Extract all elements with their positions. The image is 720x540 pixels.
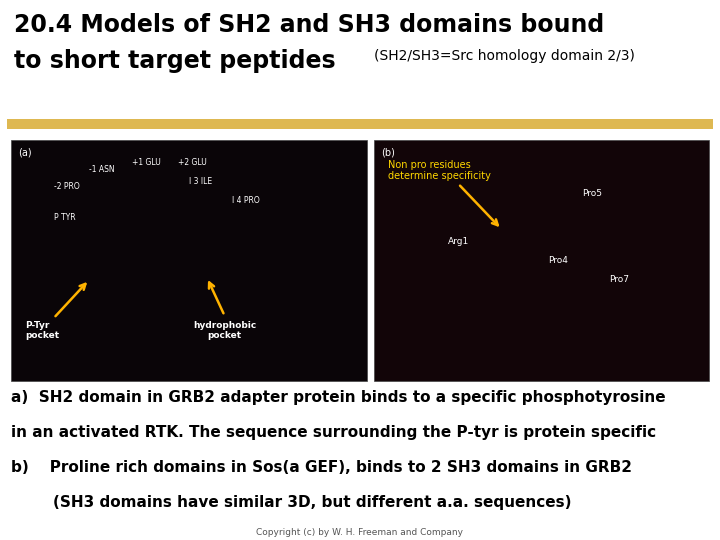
Text: Copyright (c) by W. H. Freeman and Company: Copyright (c) by W. H. Freeman and Compa… (256, 528, 464, 537)
Text: Arg1: Arg1 (448, 237, 469, 246)
Text: Pro4: Pro4 (549, 256, 568, 265)
Text: (SH2/SH3=Src homology domain 2/3): (SH2/SH3=Src homology domain 2/3) (374, 49, 635, 63)
Text: +1 GLU: +1 GLU (132, 158, 161, 166)
Text: b)    Proline rich domains in Sos(a GEF), binds to 2 SH3 domains in GRB2: b) Proline rich domains in Sos(a GEF), b… (11, 460, 632, 475)
Text: -1 ASN: -1 ASN (89, 165, 114, 174)
Text: Pro7: Pro7 (609, 275, 629, 284)
Text: to short target peptides: to short target peptides (14, 49, 336, 72)
Text: +2 GLU: +2 GLU (179, 158, 207, 166)
Bar (11, 140, 367, 381)
Text: (b): (b) (381, 147, 395, 158)
Text: -2 PRO: -2 PRO (53, 181, 79, 191)
Text: Non pro residues
determine specificity: Non pro residues determine specificity (388, 160, 490, 181)
Text: a)  SH2 domain in GRB2 adapter protein binds to a specific phosphotyrosine: a) SH2 domain in GRB2 adapter protein bi… (11, 390, 665, 405)
Bar (374, 140, 709, 381)
Bar (7, 119, 713, 129)
Text: 20.4 Models of SH2 and SH3 domains bound: 20.4 Models of SH2 and SH3 domains bound (14, 14, 605, 37)
Text: (SH3 domains have similar 3D, but different a.a. sequences): (SH3 domains have similar 3D, but differ… (11, 495, 571, 510)
Text: in an activated RTK. The sequence surrounding the P-tyr is protein specific: in an activated RTK. The sequence surrou… (11, 425, 656, 440)
Text: (a): (a) (18, 147, 32, 158)
Text: I 4 PRO: I 4 PRO (232, 196, 259, 205)
Text: Pro5: Pro5 (582, 189, 602, 198)
Text: P TYR: P TYR (53, 213, 75, 222)
Text: hydrophobic
pocket: hydrophobic pocket (193, 321, 256, 340)
Text: P-Tyr
pocket: P-Tyr pocket (25, 321, 59, 340)
Text: I 3 ILE: I 3 ILE (189, 177, 212, 186)
